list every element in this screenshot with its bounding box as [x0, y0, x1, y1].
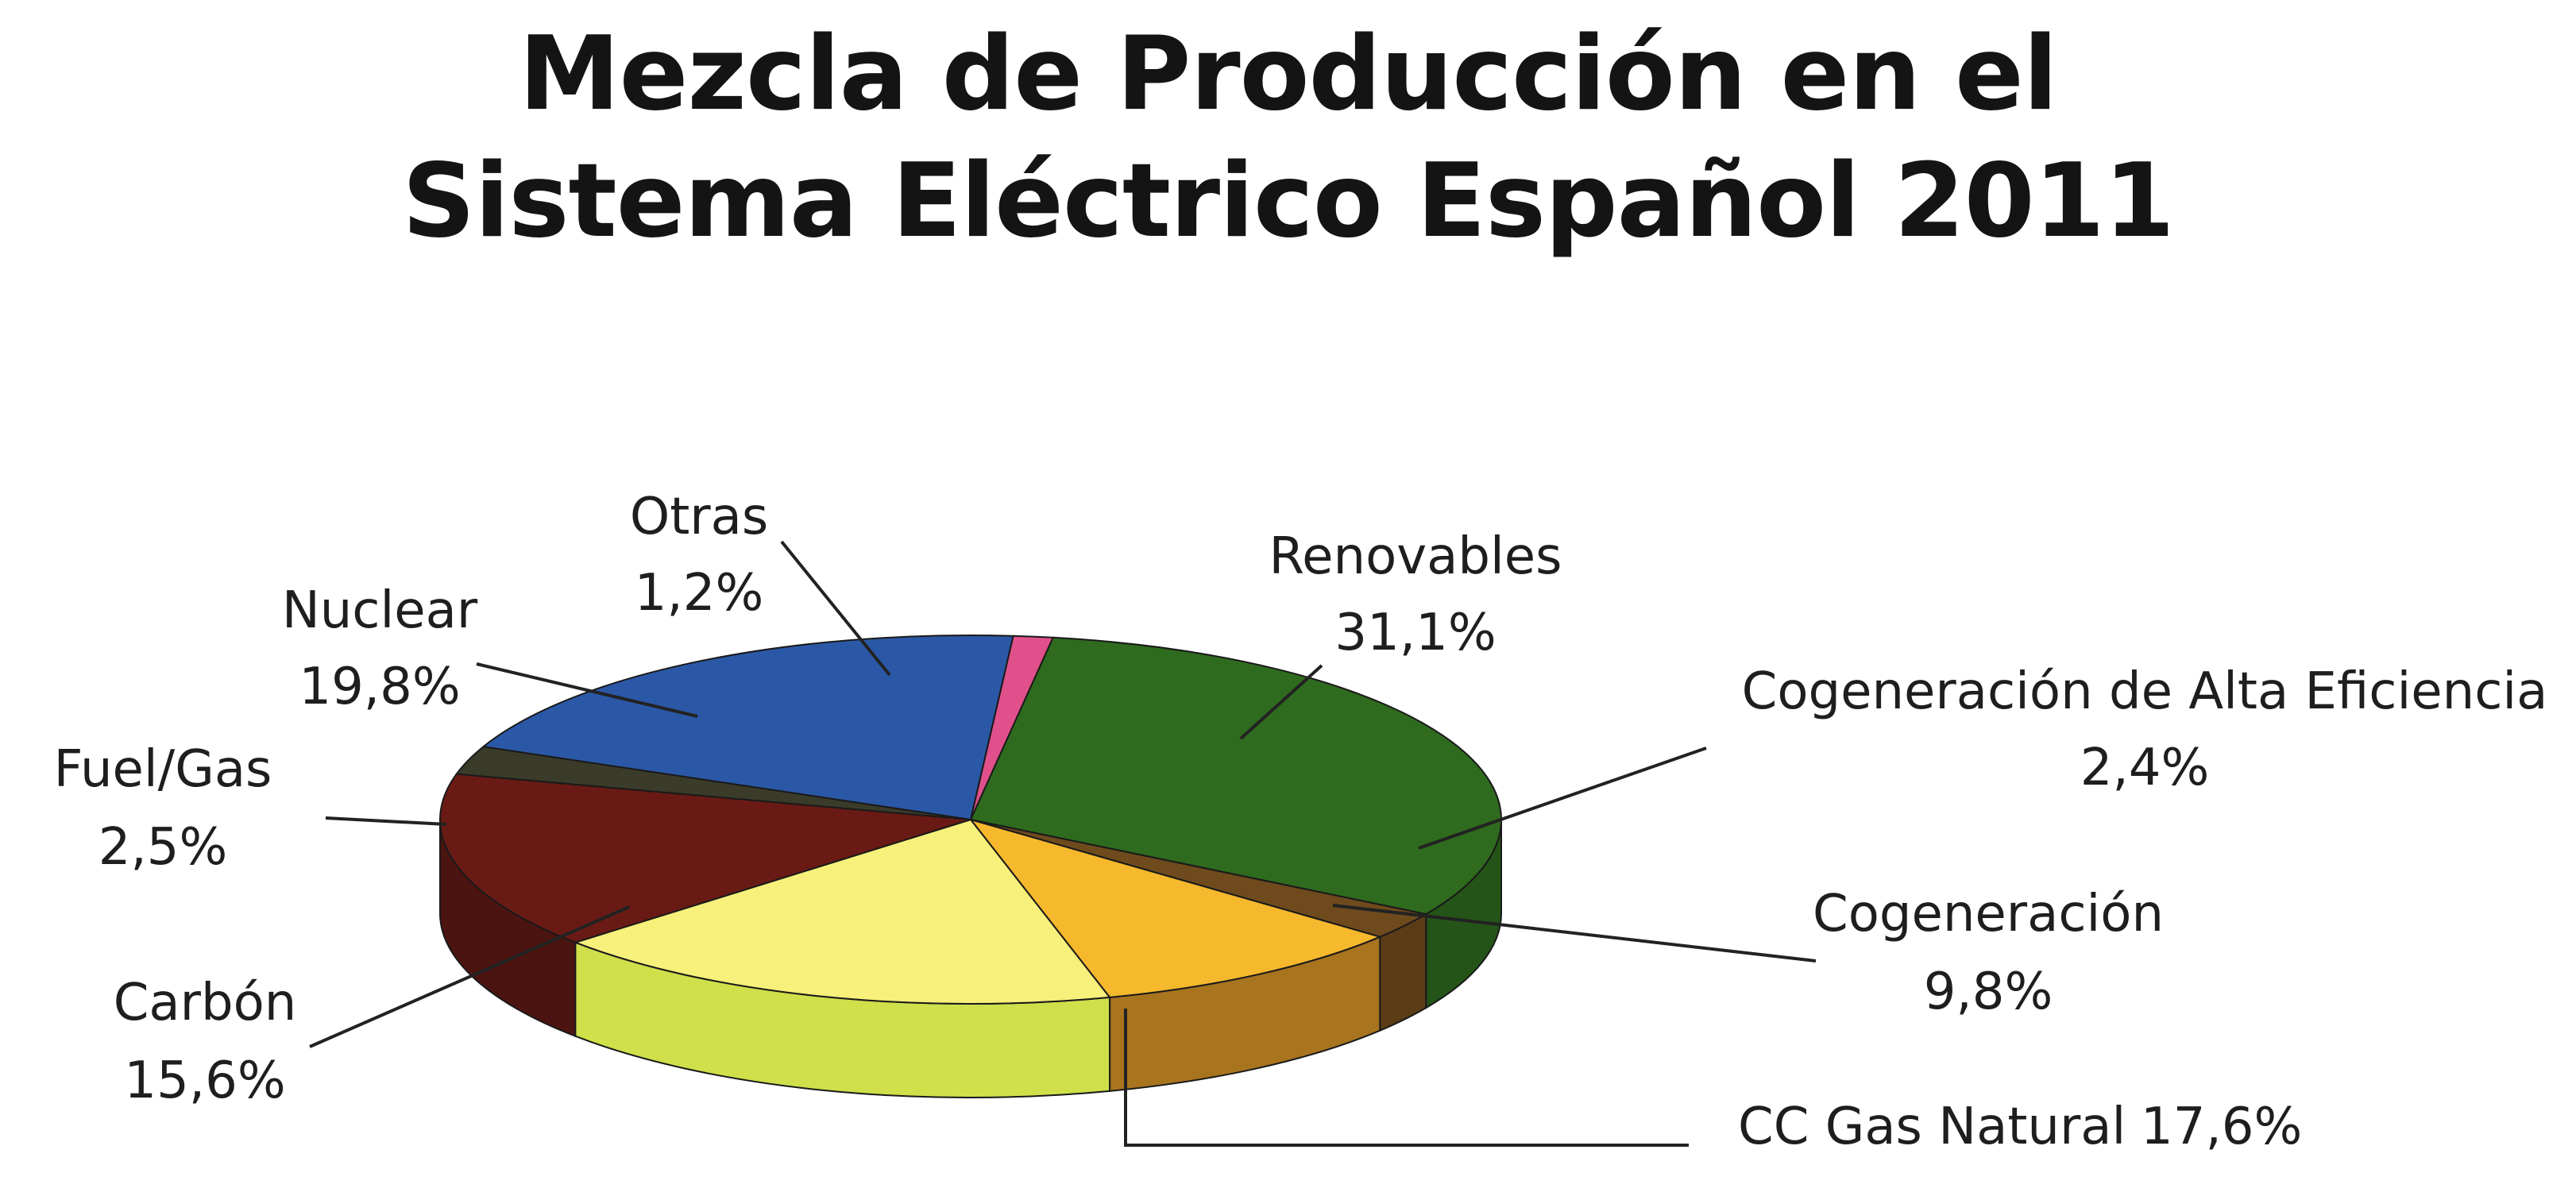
slice-name-cc-gas-natural: CC Gas Natural: [1738, 1098, 2126, 1156]
slice-name-nuclear: Nuclear: [282, 581, 478, 640]
slice-value-renovables: 31,1%: [1334, 604, 1496, 662]
slice-name-otras: Otras: [630, 488, 768, 546]
pie-sides: [439, 819, 1502, 1098]
pie-slice-renovables: [969, 636, 1502, 916]
slice-value-otras: 1,2%: [635, 564, 764, 623]
chart-title-line-1: Mezcla de Producción en el: [519, 15, 2057, 133]
pie-slice-carbon: [439, 773, 971, 943]
leader-line-cogeneracion-alta: [1418, 747, 1707, 850]
pie-slice-nuclear: [481, 635, 1014, 821]
slice-name-carbon: Carbón: [114, 974, 297, 1032]
leader-line-fuel-gas: [325, 816, 447, 826]
leader-line-cogeneracion: [1332, 904, 1817, 963]
pie-slice-cc-gas-natural: [573, 818, 1111, 1005]
chart-title-line-2: Sistema Eléctrico Español 2011: [402, 142, 2175, 260]
slice-name-cogeneracion: Cogeneración: [1813, 885, 2164, 943]
slice-value-nuclear: 19,8%: [299, 658, 460, 716]
leader-line-nuclear: [476, 662, 698, 718]
leader-line-carbon: [309, 905, 630, 1048]
label-leader-lines: [309, 540, 1817, 1147]
slice-value-cc-gas-natural: 17,6%: [2141, 1098, 2302, 1156]
leader-line-renovables: [1239, 664, 1323, 740]
slice-value-cogeneracion-alta: 2,4%: [2080, 739, 2210, 797]
pie-slice-otras: [970, 635, 1055, 820]
pie-slices: [439, 635, 1502, 1005]
slice-value-fuel-gas: 2,5%: [98, 818, 228, 877]
pie-slice-cogeneracion: [968, 818, 1383, 998]
slice-name-renovables: Renovables: [1269, 527, 1562, 586]
slice-value-carbon: 15,6%: [124, 1051, 285, 1110]
slice-name-fuel-gas: Fuel/Gas: [54, 740, 272, 799]
leader-line-cc-gas-natural: [1124, 1009, 1689, 1147]
leader-line-otras: [780, 540, 891, 677]
slice-value-cogeneracion: 9,8%: [1924, 963, 2053, 1021]
slice-name-cogeneracion-alta: Cogeneración de Alta Eficiencia: [1742, 662, 2548, 721]
